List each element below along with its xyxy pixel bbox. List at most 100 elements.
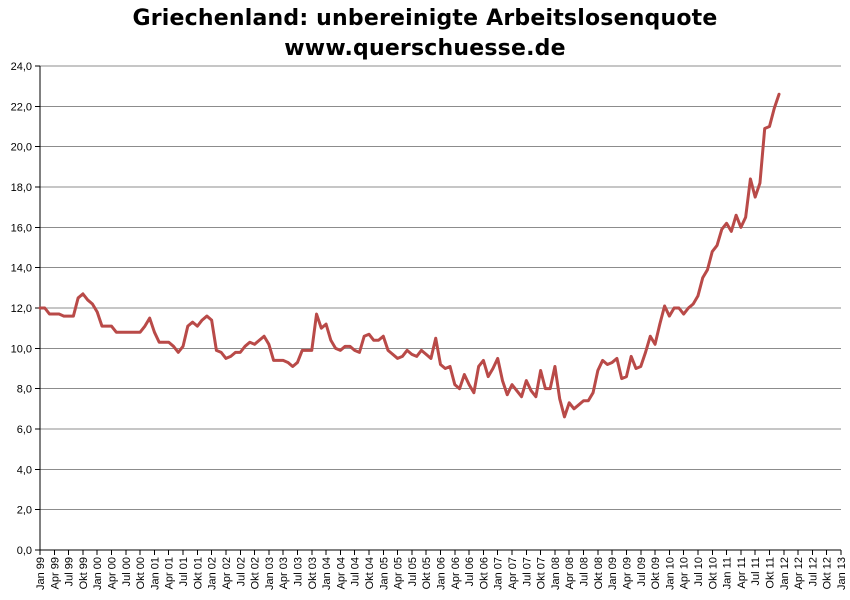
data-point — [258, 339, 261, 342]
x-tick-label: Okt 12 — [822, 557, 834, 589]
data-point — [115, 331, 118, 334]
data-point — [706, 268, 709, 271]
y-tick-label: 2,0 — [17, 505, 32, 517]
x-tick-label: Jul 09 — [636, 557, 648, 586]
x-tick-label: Jan 10 — [664, 557, 676, 590]
x-tick-label: Jan 04 — [321, 557, 333, 590]
data-point — [653, 343, 657, 346]
data-point — [587, 399, 590, 402]
data-point — [315, 312, 318, 316]
chart-title: Griechenland: unbereinigte Arbeitslosenq… — [132, 6, 718, 31]
data-point — [534, 395, 538, 398]
y-tick-label: 0,0 — [17, 545, 32, 557]
data-point — [386, 349, 390, 352]
x-tick-label: Jan 08 — [550, 557, 562, 590]
data-point — [162, 341, 166, 344]
data-point — [568, 401, 571, 404]
x-tick-label: Okt 99 — [78, 557, 90, 589]
data-point — [339, 349, 342, 352]
data-point — [601, 359, 604, 362]
x-tick-label: Jul 04 — [350, 557, 362, 586]
x-tick-label: Jul 05 — [407, 557, 419, 586]
data-point — [491, 367, 495, 370]
y-tick-label: 16,0 — [11, 222, 32, 234]
x-tick-label: Jan 00 — [92, 557, 104, 590]
y-tick-label: 18,0 — [11, 182, 32, 194]
data-point — [119, 331, 123, 334]
data-point — [692, 302, 695, 306]
x-tick-label: Jan 13 — [836, 557, 848, 590]
data-point — [281, 359, 285, 362]
data-point — [396, 357, 399, 360]
y-axis-tick-labels: 0,0 2,0 4,0 6,0 8,0 10,0 12,0 14,0 16,0 18,0 20,0 2… — [11, 61, 32, 557]
data-point — [158, 341, 161, 344]
chart-title-block: Griechenland: unbereinigte Arbeitslosenq… — [0, 4, 850, 64]
data-point — [134, 331, 137, 334]
data-point — [658, 322, 662, 326]
data-point — [234, 351, 237, 354]
data-point — [196, 324, 199, 328]
data-point — [439, 363, 442, 366]
data-point — [773, 107, 776, 110]
data-point — [672, 306, 676, 310]
data-point — [353, 349, 356, 352]
data-point — [401, 355, 404, 358]
data-point — [539, 369, 542, 372]
data-point — [81, 292, 85, 296]
data-point — [124, 331, 128, 334]
data-point — [243, 345, 247, 348]
data-point — [405, 349, 409, 352]
data-point — [420, 349, 423, 352]
data-point — [496, 357, 499, 360]
data-point — [572, 407, 576, 411]
data-point — [425, 353, 428, 356]
data-point — [91, 302, 94, 306]
data-point — [391, 353, 395, 356]
x-tick-label: Apr 01 — [164, 557, 176, 589]
data-point — [696, 294, 700, 298]
data-point — [711, 250, 714, 253]
data-point — [367, 333, 371, 336]
x-axis-tick-labels: Jan 99 Apr 99 Jul 99 Okt 99 Jan 00 Apr 00 Jul … — [35, 557, 848, 590]
data-point — [639, 365, 642, 368]
x-tick-label: Okt 07 — [536, 557, 548, 589]
x-tick-label: Apr 03 — [278, 557, 290, 589]
data-point — [544, 387, 547, 390]
data-point — [305, 349, 309, 352]
data-point — [215, 349, 218, 352]
data-point — [262, 335, 266, 338]
x-tick-label: Apr 09 — [621, 557, 633, 589]
x-tick-label: Apr 11 — [736, 557, 748, 589]
x-tick-label: Apr 08 — [564, 557, 576, 589]
data-point — [730, 230, 733, 233]
data-point — [506, 393, 509, 396]
data-point — [739, 226, 743, 229]
data-point — [520, 395, 523, 398]
x-tick-label: Jul 11 — [750, 557, 762, 586]
data-point — [62, 314, 66, 318]
x-tick-label: Jan 03 — [264, 557, 276, 590]
x-tick-label: Jan 09 — [607, 557, 619, 590]
data-point — [415, 355, 418, 358]
y-tick-label: 10,0 — [11, 343, 32, 355]
data-point — [296, 361, 299, 364]
data-point — [486, 375, 490, 378]
data-point — [186, 324, 189, 328]
data-point — [577, 403, 580, 406]
data-point — [105, 324, 108, 328]
data-point — [67, 314, 70, 318]
data-point — [320, 326, 323, 330]
data-point — [448, 365, 452, 368]
x-tick-label: Jan 12 — [779, 557, 791, 590]
data-point — [229, 355, 232, 358]
data-point — [363, 335, 366, 338]
x-tick-label: Jul 12 — [807, 557, 819, 586]
data-point — [553, 365, 557, 368]
data-point — [167, 341, 170, 344]
data-point — [324, 322, 328, 326]
x-tick-label: Jul 99 — [64, 557, 76, 586]
data-point — [177, 351, 180, 354]
data-point — [701, 276, 704, 279]
data-point — [358, 351, 361, 354]
data-point — [548, 387, 552, 390]
